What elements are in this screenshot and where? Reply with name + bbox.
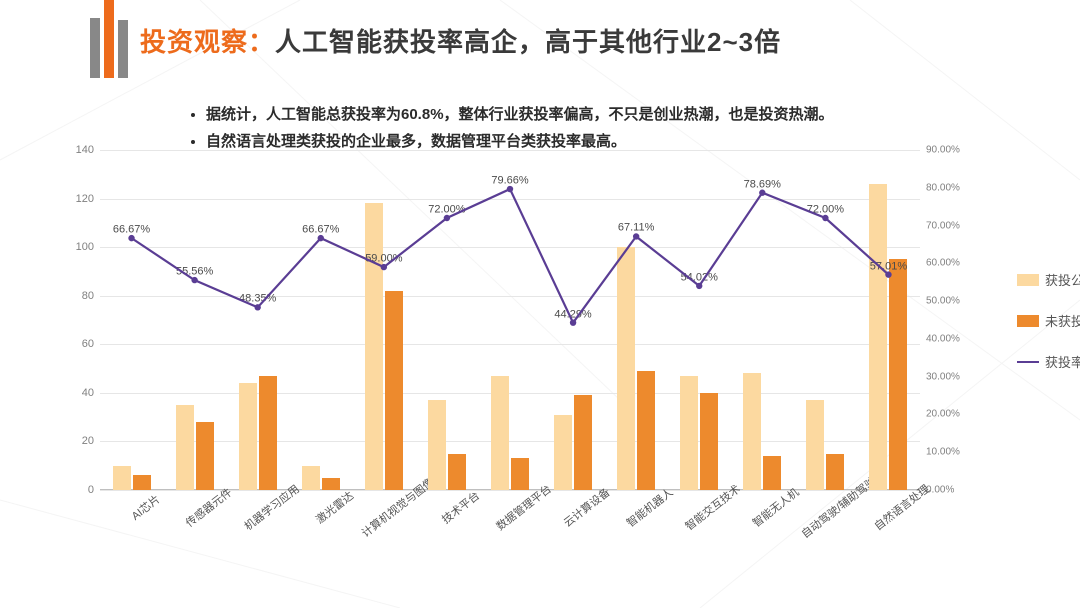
bar-invested — [869, 184, 887, 490]
gridline — [100, 441, 920, 442]
gridline — [100, 150, 920, 151]
title-accent: 投资观察： — [140, 27, 275, 57]
header-decoration — [90, 0, 128, 80]
y1-axis-label: 40 — [82, 387, 100, 399]
legend-item: 未获投公司 — [1017, 311, 1080, 330]
bullet-item: 据统计，人工智能总获投率为60.8%，整体行业获投率偏高，不只是创业热潮，也是投… — [206, 103, 834, 124]
bar-invested — [302, 466, 320, 490]
deco-bar — [104, 0, 114, 78]
deco-bar — [118, 20, 128, 78]
line-value-label: 59.00% — [365, 253, 402, 265]
legend-label: 获投公司 — [1045, 270, 1080, 289]
gridline — [100, 199, 920, 200]
legend-item: 获投公司 — [1017, 270, 1080, 289]
line-value-label: 67.11% — [618, 222, 655, 234]
bar-invested — [365, 203, 383, 490]
rate-line — [100, 150, 920, 490]
y1-axis-label: 80 — [82, 290, 100, 302]
gridline — [100, 393, 920, 394]
y1-axis-label: 100 — [76, 241, 100, 253]
line-value-label: 66.67% — [302, 224, 339, 236]
legend: 获投公司 未获投公司 获投率 — [1017, 270, 1080, 393]
bar-invested — [428, 400, 446, 490]
y1-axis-label: 140 — [76, 144, 100, 156]
bar-not-invested — [259, 376, 277, 490]
line-value-label: 55.56% — [176, 266, 213, 278]
page-title: 投资观察：人工智能获投率高企，高于其他行业2~3倍 — [140, 22, 781, 59]
y2-axis-label: 50.00% — [920, 296, 960, 307]
y1-axis-label: 120 — [76, 193, 100, 205]
bar-invested — [554, 415, 572, 490]
y2-axis-label: 80.00% — [920, 182, 960, 193]
bar-invested — [176, 405, 194, 490]
gridline — [100, 296, 920, 297]
bar-invested — [743, 373, 761, 490]
gridline — [100, 247, 920, 248]
legend-swatch — [1017, 315, 1039, 327]
y1-axis-label: 0 — [88, 484, 100, 496]
line-value-label: 78.69% — [744, 178, 781, 190]
bar-invested — [617, 247, 635, 490]
y2-axis-label: 20.00% — [920, 409, 960, 420]
y2-axis-label: 30.00% — [920, 371, 960, 382]
gridline — [100, 344, 920, 345]
line-value-label: 66.67% — [113, 224, 150, 236]
bar-invested — [806, 400, 824, 490]
bar-not-invested — [889, 259, 907, 490]
y2-axis-label: 60.00% — [920, 258, 960, 269]
legend-label: 获投率 — [1045, 352, 1080, 371]
bar-invested — [239, 383, 257, 490]
legend-label: 未获投公司 — [1045, 311, 1080, 330]
y2-axis-label: 40.00% — [920, 333, 960, 344]
line-value-label: 54.02% — [681, 272, 718, 284]
legend-swatch — [1017, 274, 1039, 286]
bar-not-invested — [637, 371, 655, 490]
bar-not-invested — [385, 291, 403, 490]
y2-axis-label: 70.00% — [920, 220, 960, 231]
deco-bar — [90, 18, 100, 78]
line-value-label: 79.66% — [491, 175, 528, 187]
y1-axis-label: 60 — [82, 338, 100, 350]
legend-item: 获投率 — [1017, 352, 1080, 371]
y2-axis-label: 10.00% — [920, 447, 960, 458]
line-value-label: 72.00% — [428, 204, 465, 216]
plot-area: 0204060801001201400.00%10.00%20.00%30.00… — [100, 150, 920, 490]
bar-invested — [491, 376, 509, 490]
bar-invested — [113, 466, 131, 490]
line-value-label: 48.35% — [239, 293, 276, 305]
y1-axis-label: 20 — [82, 435, 100, 447]
line-value-label: 57.01% — [870, 260, 907, 272]
legend-swatch — [1017, 361, 1039, 363]
line-value-label: 44.29% — [554, 308, 591, 320]
title-rest: 人工智能获投率高企，高于其他行业2~3倍 — [275, 27, 781, 57]
line-value-label: 72.00% — [807, 204, 844, 216]
chart: 0204060801001201400.00%10.00%20.00%30.00… — [60, 140, 1020, 560]
bar-invested — [680, 376, 698, 490]
y2-axis-label: 90.00% — [920, 145, 960, 156]
